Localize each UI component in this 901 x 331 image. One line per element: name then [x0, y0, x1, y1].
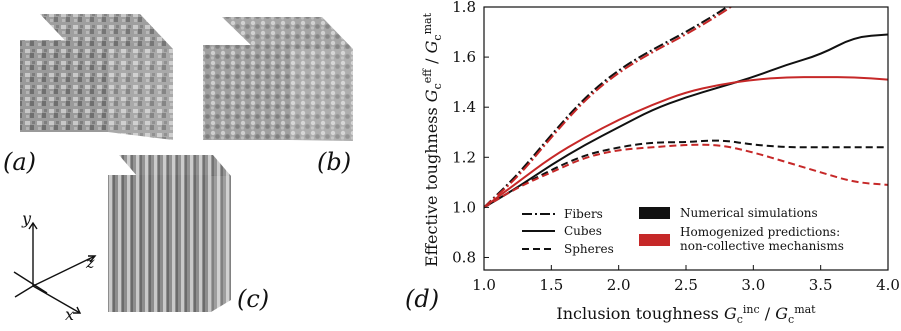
- legend-swatch-numerical: [639, 207, 670, 219]
- panel-label-d: (d): [405, 285, 439, 313]
- panel-a-cubes-illustration: [20, 14, 173, 140]
- x-axis-title-prefix: Inclusion toughness: [556, 304, 724, 323]
- series-line-cubes-numerical-simulations: [484, 33, 888, 209]
- legend-colors: Numerical simulations Homogenized predic…: [639, 206, 844, 253]
- panel-c-fibers-illustration: [108, 155, 231, 312]
- y-arrowhead: [28, 221, 38, 230]
- coordinate-triad: [13, 221, 97, 314]
- triad-z-label: z: [85, 253, 95, 272]
- x-tick-label: 2.0: [607, 276, 631, 294]
- x-tick-label: 1.0: [472, 276, 496, 294]
- x-axis-arrow: [32, 285, 81, 314]
- y-axis-ticks: 0.8 1.0 1.2 1.4 1.6 1.8: [452, 0, 489, 266]
- y-tick-label: 1.2: [452, 148, 476, 166]
- x-axis-title: Inclusion toughness Gcinc / Gcmat: [556, 303, 816, 326]
- x-arrowhead: [73, 306, 82, 314]
- triad-y-label: y: [21, 209, 32, 228]
- panel-label-c: (c): [237, 285, 269, 313]
- z-arrowhead: [88, 255, 97, 263]
- x-tick-label: 3.0: [741, 276, 765, 294]
- y-tick-label: 1.8: [452, 0, 476, 16]
- x-axis-ticks: 1.0 1.5 2.0 2.5 3.0 3.5 4.0: [472, 265, 900, 294]
- legend-swatch-homogenized: [639, 234, 670, 246]
- legend-label-cubes: Cubes: [564, 224, 602, 238]
- panel-label-b: (b): [317, 148, 351, 176]
- y-tick-label: 1.0: [452, 198, 476, 216]
- legend-styles: Fibers Cubes Spheres: [522, 207, 614, 256]
- panel-b-spheres-illustration: [203, 17, 353, 141]
- panel-label-a: (a): [3, 148, 36, 176]
- x-tick-label: 4.0: [876, 276, 900, 294]
- series-line-spheres-numerical-simulations: [484, 139, 888, 209]
- series-line-cubes-homogenized-predictions: [484, 76, 888, 209]
- x-tick-label: 1.5: [539, 276, 563, 294]
- series-line-fibers-homogenized-predictions: [484, 7, 733, 209]
- z-axis-arrow: [32, 255, 96, 287]
- toughness-chart: 1.0 1.5 2.0 2.5 3.0 3.5 4.0 0.8 1.0 1.2 1.4 1.6 1.8…: [421, 0, 900, 326]
- legend-label-numerical: Numerical simulations: [680, 206, 818, 220]
- x-tick-label: 2.5: [674, 276, 698, 294]
- series-line-spheres-homogenized-predictions: [484, 143, 888, 209]
- y-axis-title: Effective toughness Gceff / Gcmat: [421, 12, 444, 267]
- x-tick-label: 3.5: [809, 276, 833, 294]
- legend-label-homogenized: Homogenized predictions:: [680, 225, 840, 239]
- triad-x-label: x: [65, 305, 74, 324]
- chart-series-lines: [484, 7, 888, 209]
- y-tick-label: 1.4: [452, 98, 476, 116]
- series-line-fibers-numerical-simulations: [484, 7, 729, 209]
- legend-label-fibers: Fibers: [564, 207, 603, 221]
- y-tick-label: 1.6: [452, 48, 476, 66]
- legend-label-homogenized-line2: non-collective mechanisms: [680, 239, 844, 253]
- y-tick-label: 0.8: [452, 248, 476, 266]
- legend-label-spheres: Spheres: [564, 242, 614, 256]
